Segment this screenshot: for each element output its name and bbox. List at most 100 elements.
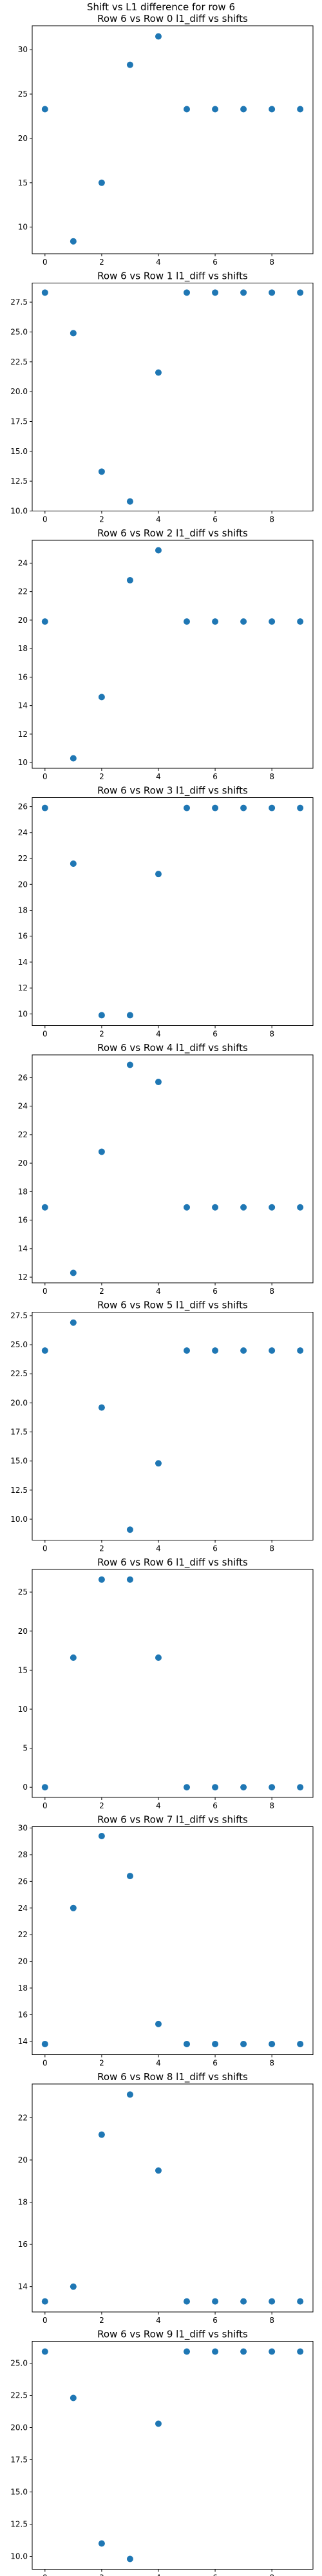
data-point: [212, 106, 219, 113]
data-point: [41, 289, 48, 296]
y-tick-label: 20: [18, 1627, 28, 1636]
data-point: [240, 2348, 247, 2355]
x-tick-label: 2: [99, 1287, 104, 1296]
data-point: [212, 1784, 219, 1791]
y-tick-label: 18: [18, 1984, 28, 1993]
x-tick-label: 8: [269, 1030, 274, 1039]
y-tick-label: 20: [18, 134, 28, 143]
data-point: [98, 1576, 105, 1583]
y-tick-label: 27.5: [10, 298, 28, 307]
y-tick-label: 16: [18, 2010, 28, 2019]
y-tick-label: 10.0: [10, 2552, 28, 2561]
y-tick-label: 10: [18, 758, 28, 767]
x-tick-label: 4: [156, 1801, 161, 1810]
x-tick-label: 6: [213, 2059, 218, 2068]
x-tick-label: 4: [156, 258, 161, 267]
data-point: [70, 1269, 77, 1276]
plot-frame: [32, 2083, 314, 2313]
data-point: [212, 1204, 219, 1211]
x-tick-label: 6: [213, 2573, 218, 2576]
x-tick-label: 2: [99, 2059, 104, 2068]
data-point: [41, 106, 48, 113]
x-tick-label: 8: [269, 2573, 274, 2576]
data-point: [297, 106, 304, 113]
y-tick-label: 25.0: [10, 327, 28, 336]
plot-frame: [32, 1569, 314, 1798]
y-tick-label: 24: [18, 1102, 28, 1111]
data-point: [155, 369, 162, 376]
y-tick-label: 18: [18, 2198, 28, 2207]
data-point: [41, 1204, 48, 1211]
y-tick-label: 14: [18, 2282, 28, 2291]
y-tick-label: 10: [18, 223, 28, 232]
subplot-title: Row 6 vs Row 4 l1_diff vs shifts: [97, 1042, 248, 1054]
data-point: [184, 1784, 191, 1791]
x-tick-label: 6: [213, 2316, 218, 2325]
data-point: [184, 106, 191, 113]
x-tick-label: 8: [269, 258, 274, 267]
y-tick-label: 12.5: [10, 1486, 28, 1495]
x-tick-label: 4: [156, 772, 161, 781]
y-tick-label: 10: [18, 1009, 28, 1018]
data-point: [41, 804, 48, 811]
plot-frame: [32, 797, 314, 1026]
x-tick-label: 6: [213, 1287, 218, 1296]
y-tick-label: 17.5: [10, 2456, 28, 2465]
data-point: [155, 33, 162, 40]
data-point: [126, 498, 133, 505]
data-point: [98, 468, 105, 475]
subplot-9: Row 6 vs Row 9 l1_diff vs shifts 0 2 4 6 8 10.…: [10, 2329, 314, 2576]
data-point: [126, 1061, 133, 1068]
x-tick-label: 0: [43, 1544, 48, 1553]
y-tick-label: 25: [18, 1587, 28, 1596]
data-point: [184, 289, 191, 296]
x-tick-label: 8: [269, 2059, 274, 2068]
x-tick-label: 0: [43, 1801, 48, 1810]
y-tick-label: 25.0: [10, 1340, 28, 1349]
data-point: [212, 289, 219, 296]
data-point: [269, 2040, 276, 2047]
data-point: [98, 179, 105, 186]
x-tick-label: 8: [269, 1544, 274, 1553]
x-tick-label: 4: [156, 2573, 161, 2576]
y-tick-label: 20.0: [10, 1398, 28, 1407]
y-tick-label: 10.0: [10, 1515, 28, 1524]
data-point: [70, 1904, 77, 1911]
subplot-6: Row 6 vs Row 6 l1_diff vs shifts 0 2 4 6 8 0 5 1…: [18, 1557, 314, 1810]
y-tick-label: 28: [18, 1850, 28, 1859]
data-point: [269, 2298, 276, 2305]
y-tick-label: 24: [18, 1904, 28, 1913]
data-point: [155, 1079, 162, 1086]
data-point: [240, 1784, 247, 1791]
data-point: [269, 618, 276, 625]
data-point: [269, 1204, 276, 1211]
figure-suptitle: Shift vs L1 difference for row 6: [87, 1, 235, 13]
y-tick-label: 26: [18, 802, 28, 811]
data-point: [70, 860, 77, 867]
y-tick-label: 22.5: [10, 2391, 28, 2400]
data-point: [41, 1784, 48, 1791]
y-tick-label: 15.0: [10, 447, 28, 456]
y-tick-label: 12.5: [10, 2520, 28, 2529]
data-point: [98, 1832, 105, 1839]
data-point: [269, 1784, 276, 1791]
data-point: [70, 1654, 77, 1661]
x-tick-label: 8: [269, 1801, 274, 1810]
x-tick-label: 6: [213, 1801, 218, 1810]
subplot-5: Row 6 vs Row 5 l1_diff vs shifts 0 2 4 6 8 10.…: [10, 1300, 314, 1553]
x-tick-label: 2: [99, 1544, 104, 1553]
data-point: [240, 289, 247, 296]
data-point: [98, 1012, 105, 1019]
data-point: [212, 2348, 219, 2355]
x-tick-label: 0: [43, 2316, 48, 2325]
x-tick-label: 2: [99, 1801, 104, 1810]
y-tick-label: 18: [18, 644, 28, 653]
data-point: [212, 2298, 219, 2305]
x-tick-label: 6: [213, 1030, 218, 1039]
plot-frame: [32, 1312, 314, 1540]
y-tick-label: 14: [18, 958, 28, 967]
y-tick-label: 22: [18, 587, 28, 596]
x-tick-label: 2: [99, 515, 104, 524]
